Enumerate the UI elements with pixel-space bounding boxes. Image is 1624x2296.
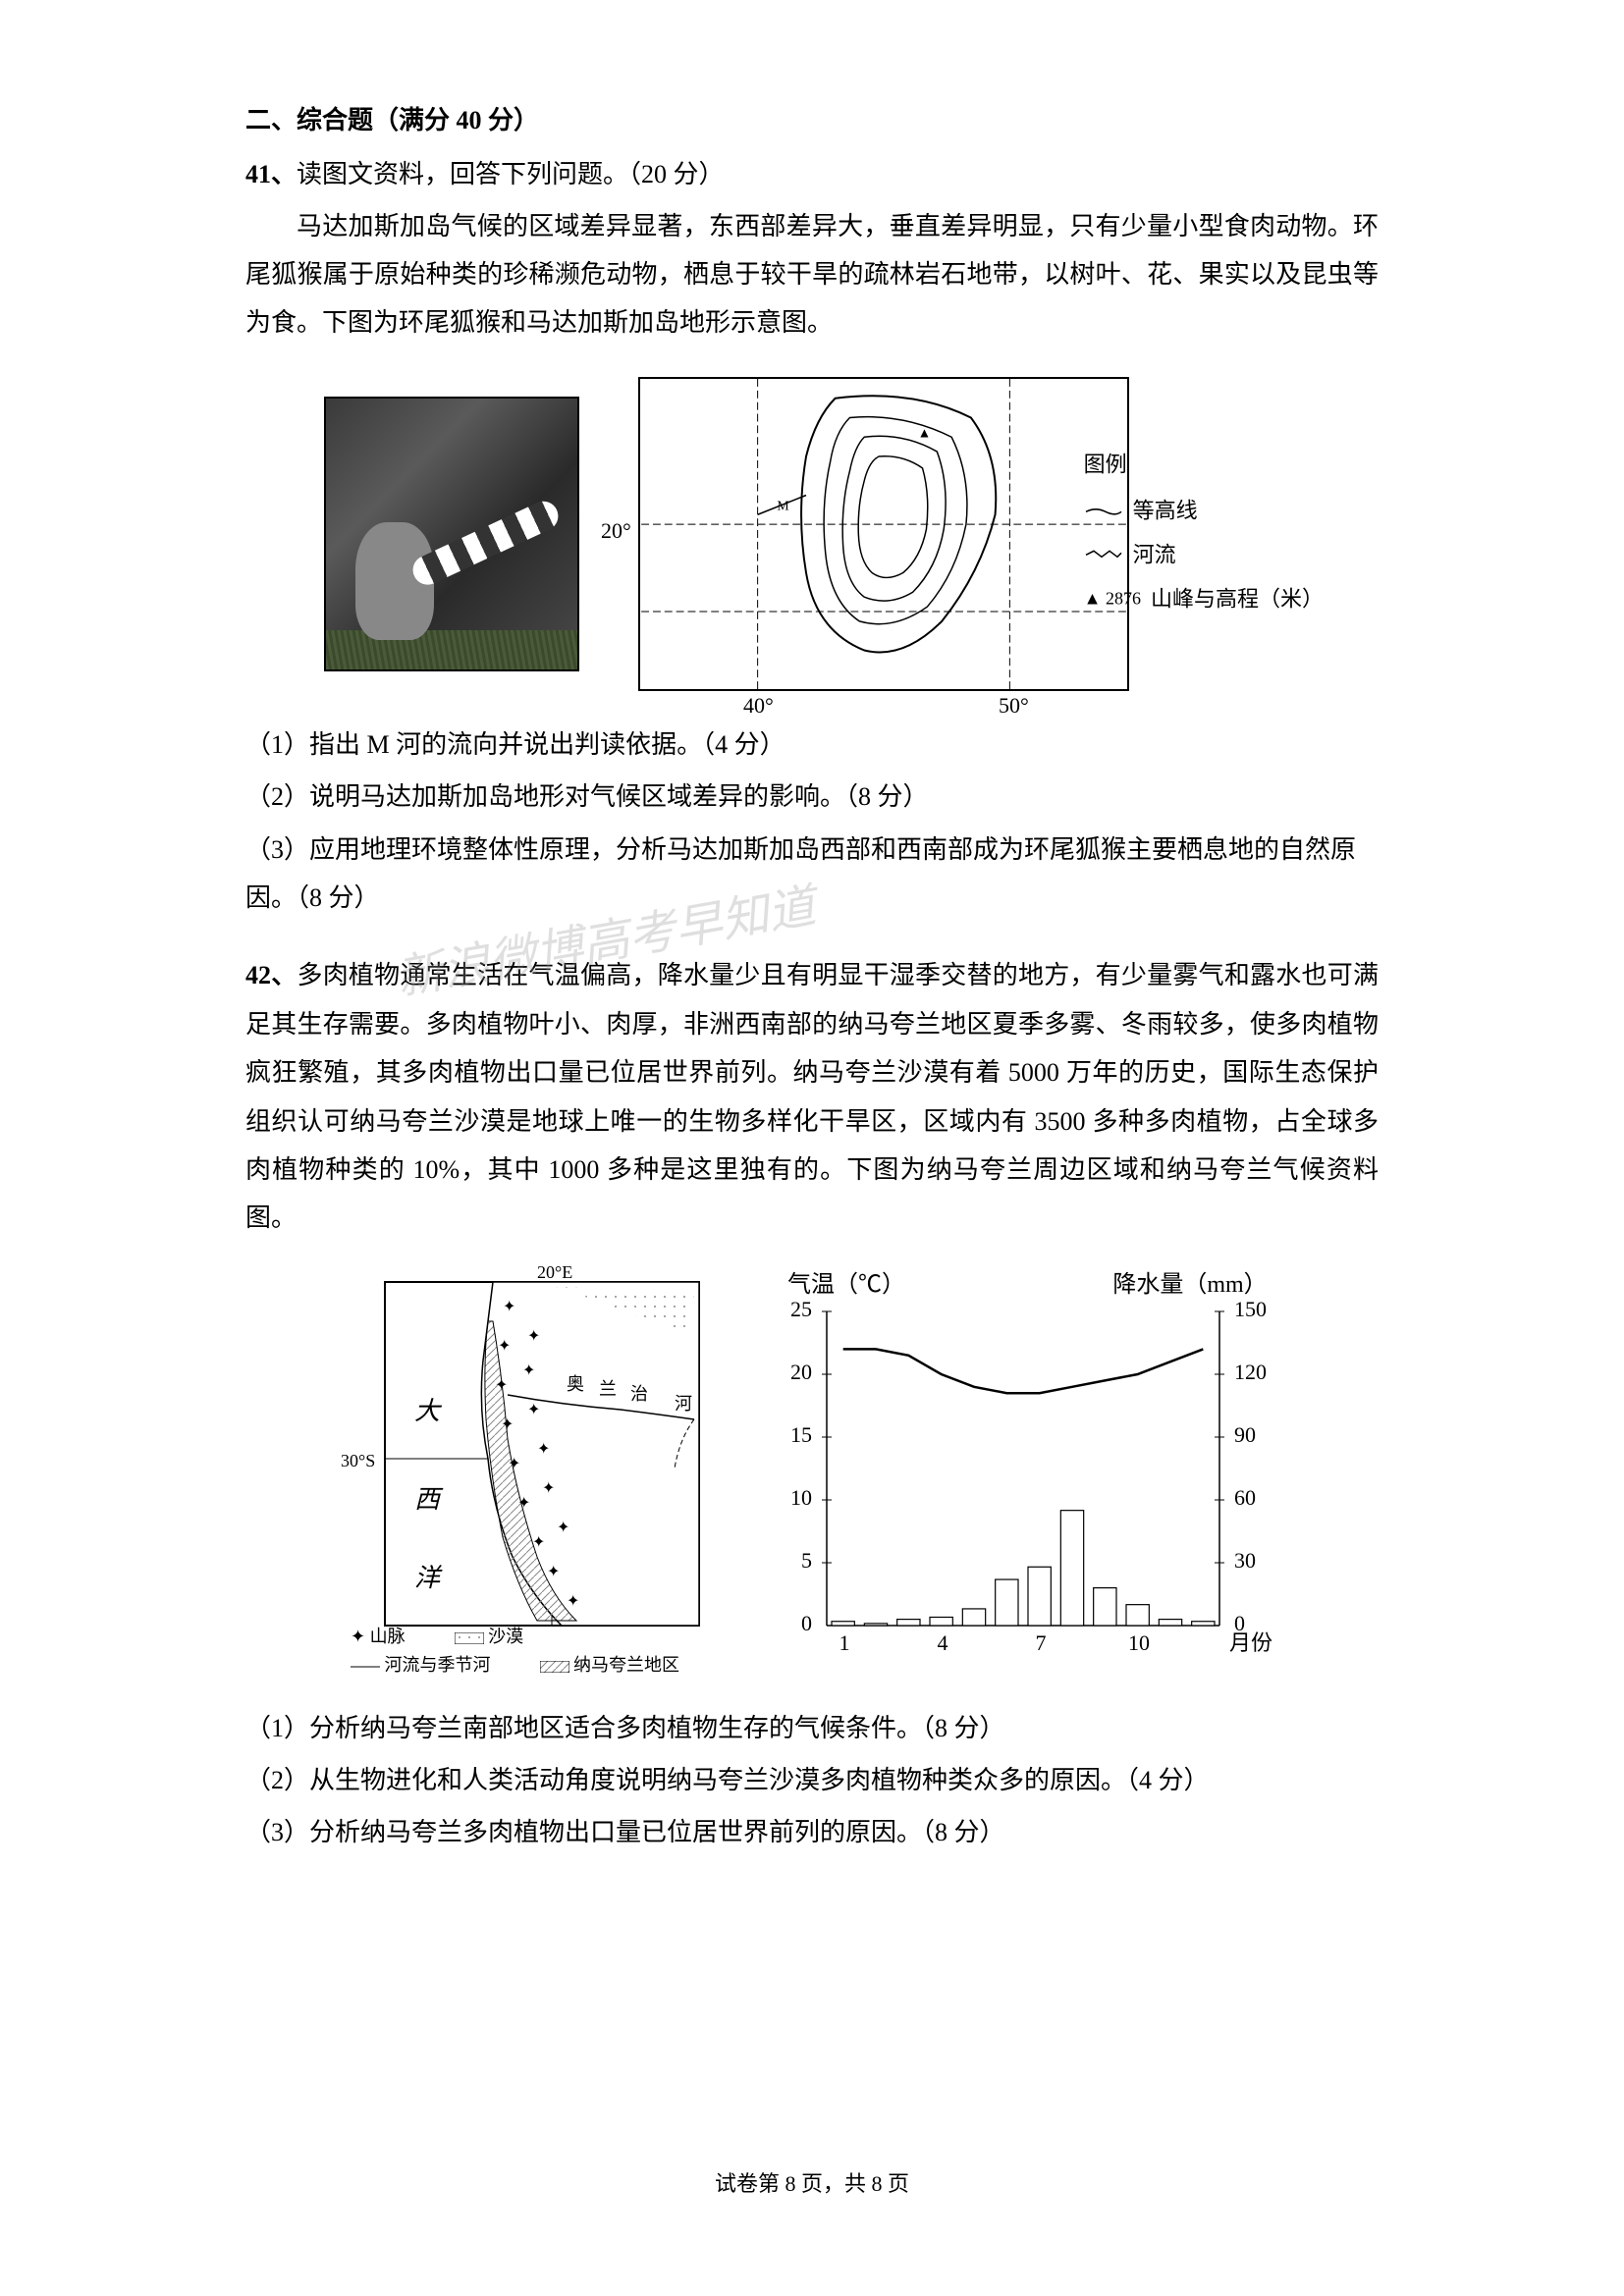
svg-text:90: 90: [1234, 1422, 1256, 1447]
svg-text:✦: ✦: [542, 1480, 555, 1497]
svg-text:✦: ✦: [557, 1520, 569, 1536]
svg-text:10: 10: [1128, 1630, 1150, 1655]
svg-text:大: 大: [414, 1397, 443, 1425]
svg-text:✦: ✦: [503, 1299, 515, 1315]
svg-text:✦: ✦: [537, 1441, 550, 1458]
namaqua-legend: ✦ 山脉 沙漠 河流与季节河 纳马夸兰地区: [351, 1623, 679, 1680]
q41-header-text: 读图文资料，回答下列问题。（20 分）: [297, 160, 725, 188]
q42-number: 42、: [245, 961, 297, 989]
svg-text:30: 30: [1234, 1548, 1256, 1573]
svg-text:150: 150: [1234, 1297, 1267, 1321]
svg-text:✦: ✦: [498, 1338, 511, 1355]
lat-30s: 30°S: [341, 1451, 375, 1471]
madagascar-map: ▲ M 图例 等高线 河流 ▲ 2876 山峰与高程（米）: [638, 377, 1129, 691]
precip-axis-label: 降水量（mm）: [1112, 1271, 1267, 1298]
svg-text:✦: ✦: [517, 1495, 530, 1512]
q41-sub3: （3）应用地理环境整体性原理，分析马达加斯加岛西部和西南部成为环尾狐猴主要栖息地…: [245, 826, 1379, 923]
q41-number: 41、: [245, 160, 297, 188]
lat-20: 20°: [601, 518, 631, 544]
madagascar-legend: 图例 等高线 河流 ▲ 2876 山峰与高程（米）: [1084, 445, 1324, 622]
q41-sub1: （1）指出 M 河的流向并说出判读依据。（4 分）: [245, 721, 1379, 769]
svg-text:✦: ✦: [547, 1564, 560, 1580]
legend-river: 河流: [1084, 535, 1324, 574]
svg-text:7: 7: [1036, 1630, 1047, 1655]
legend-peak: ▲ 2876 山峰与高程（米）: [1084, 579, 1324, 618]
svg-text:✦: ✦: [508, 1456, 520, 1472]
svg-text:25: 25: [790, 1297, 812, 1321]
svg-text:洋: 洋: [414, 1564, 443, 1592]
svg-text:✦: ✦: [522, 1362, 535, 1379]
svg-text:✦: ✦: [527, 1402, 540, 1418]
madagascar-figure: ▲ M 图例 等高线 河流 ▲ 2876 山峰与高程（米）: [638, 377, 1129, 691]
namaqua-map: ✦ ✦ ✦ ✦ ✦ ✦ ✦ ✦ ✦ ✦ ✦ ✦ ✦ ✦ ✦: [346, 1262, 719, 1675]
svg-text:0: 0: [801, 1611, 812, 1635]
svg-text:▲: ▲: [918, 425, 932, 440]
climate-chart: 气温（℃） 降水量（mm） 0 5 10 15 20 25 0: [768, 1262, 1278, 1675]
section-title: 二、综合题（满分 40 分）: [245, 98, 1379, 144]
q42-paragraph: 42、多肉植物通常生活在气温偏高，降水量少且有明显干湿季交替的地方，有少量雾气和…: [245, 951, 1379, 1242]
svg-text:✦: ✦: [527, 1328, 540, 1345]
svg-text:5: 5: [801, 1548, 812, 1573]
q42-figures: ✦ ✦ ✦ ✦ ✦ ✦ ✦ ✦ ✦ ✦ ✦ ✦ ✦ ✦ ✦: [245, 1262, 1379, 1675]
svg-text:治: 治: [630, 1384, 648, 1404]
q42-sub1: （1）分析纳马夸兰南部地区适合多肉植物生存的气候条件。（8 分）: [245, 1704, 1379, 1752]
legend-title: 图例: [1084, 445, 1324, 484]
svg-text:✦: ✦: [532, 1534, 545, 1551]
svg-text:20: 20: [790, 1360, 812, 1384]
q42-sub3: （3）分析纳马夸兰多肉植物出口量已位居世界前列的原因。（8 分）: [245, 1808, 1379, 1856]
svg-text:奥: 奥: [567, 1374, 584, 1394]
svg-text:✦: ✦: [567, 1593, 579, 1610]
svg-text:M: M: [777, 498, 788, 512]
legend-contour: 等高线: [1084, 492, 1324, 531]
lon-50: 50°: [999, 693, 1029, 719]
svg-text:10: 10: [790, 1485, 812, 1510]
q42-text: 多肉植物通常生活在气温偏高，降水量少且有明显干湿季交替的地方，有少量雾气和露水也…: [245, 961, 1379, 1232]
lemur-image: [324, 397, 579, 671]
lon-20e: 20°E: [537, 1262, 572, 1283]
svg-text:✦: ✦: [495, 1377, 508, 1394]
q41-header: 41、读图文资料，回答下列问题。（20 分）: [245, 152, 1379, 198]
svg-text:月份: 月份: [1229, 1630, 1272, 1655]
svg-text:河: 河: [675, 1394, 692, 1414]
lemur-figure: [324, 397, 579, 671]
svg-text:120: 120: [1234, 1360, 1267, 1384]
page-footer: 试卷第 8 页，共 8 页: [0, 2166, 1624, 2198]
svg-text:1: 1: [839, 1630, 850, 1655]
svg-text:✦: ✦: [501, 1416, 514, 1433]
svg-text:60: 60: [1234, 1485, 1256, 1510]
q41-sub2: （2）说明马达加斯加岛地形对气候区域差异的影响。（8 分）: [245, 773, 1379, 821]
q42-sub2: （2）从生物进化和人类活动角度说明纳马夸兰沙漠多肉植物种类众多的原因。（4 分）: [245, 1756, 1379, 1804]
svg-text:15: 15: [790, 1422, 812, 1447]
q41-paragraph: 马达加斯加岛气候的区域差异显著，东西部差异大，垂直差异明显，只有少量小型食肉动物…: [245, 202, 1379, 347]
q41-figures: ▲ M 图例 等高线 河流 ▲ 2876 山峰与高程（米）: [324, 377, 1379, 691]
lon-40: 40°: [743, 693, 774, 719]
svg-text:4: 4: [938, 1630, 948, 1655]
svg-text:西: 西: [414, 1485, 444, 1514]
svg-text:兰: 兰: [599, 1379, 617, 1399]
temp-axis-label: 气温（℃）: [787, 1271, 905, 1298]
